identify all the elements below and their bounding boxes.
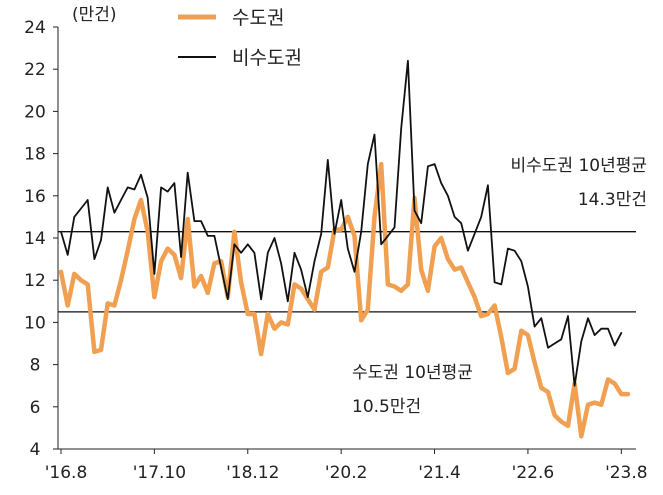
legend-label-capital: 수도권	[232, 7, 284, 29]
y-tick-label: 18	[24, 145, 46, 165]
annotation-noncapital-average: 비수도권 10년평균 14.3만건	[510, 156, 647, 210]
legend-label-noncapital: 비수도권	[232, 47, 302, 69]
y-tick-label: 16	[24, 187, 46, 207]
x-tick-label: '22.6	[512, 463, 555, 483]
x-tick-label: '18.12	[226, 463, 279, 483]
annotation-capital-line2: 10.5만건	[352, 397, 421, 417]
x-tick-label: '21.4	[418, 463, 461, 483]
y-tick-label: 14	[24, 229, 46, 249]
annotation-capital-line1: 수도권 10년평균	[352, 363, 473, 383]
annotation-capital-average: 수도권 10년평균 10.5만건	[352, 363, 473, 417]
x-tick-label: '23.8	[605, 463, 648, 483]
x-axis-ticks: '16.8 '17.10 '18.12 '20.2 '21.4 '22.6 '23.8	[45, 449, 648, 483]
series-lines	[58, 59, 631, 439]
series-line-capital	[58, 161, 631, 439]
y-tick-label: 4	[30, 440, 41, 460]
y-tick-label: 8	[30, 356, 41, 376]
y-tick-label: 10	[24, 313, 46, 333]
y-tick-label: 6	[30, 398, 41, 418]
annotation-noncapital-line1: 비수도권 10년평균	[510, 156, 647, 176]
y-unit-label: (만건)	[72, 5, 117, 25]
y-tick-label: 24	[24, 18, 46, 38]
y-tick-label: 12	[24, 271, 46, 291]
y-tick-label: 20	[24, 102, 46, 122]
annotation-noncapital-line2: 14.3만건	[578, 190, 647, 210]
x-tick-label: '20.2	[325, 463, 368, 483]
x-tick-label: '16.8	[45, 463, 88, 483]
x-tick-label: '17.10	[133, 463, 186, 483]
legend: 수도권 비수도권	[178, 7, 302, 69]
y-tick-label: 22	[24, 60, 46, 80]
reference-lines	[58, 231, 636, 313]
y-axis-ticks: 4 6 8 10 12 14 16 18 20 22 24	[24, 18, 58, 460]
series-line-noncapital	[60, 59, 623, 387]
